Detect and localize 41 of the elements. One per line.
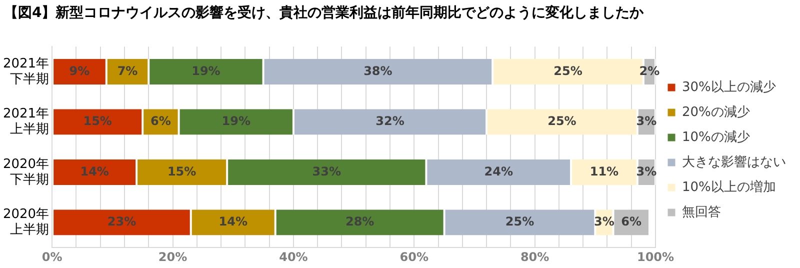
y-tick-label: 2021年上半期	[2, 106, 50, 138]
y-tick-label: 2020年上半期	[2, 207, 50, 238]
data-label: 6%	[621, 214, 642, 229]
y-tick-label: 2021年下半期	[2, 56, 50, 87]
data-label: 25%	[548, 114, 576, 128]
data-label: 9%	[69, 64, 90, 78]
data-label: 7%	[117, 64, 138, 78]
data-label: 19%	[222, 114, 250, 128]
legend-label: 10%以上の増加	[682, 178, 776, 195]
data-label: 11%	[590, 164, 619, 178]
x-tick-label: 40%	[279, 250, 308, 264]
legend-label: 大きな影響はない	[682, 154, 786, 170]
data-label: 15%	[83, 114, 112, 128]
data-label: 14%	[218, 214, 248, 229]
data-label: 38%	[364, 64, 392, 78]
data-label: 23%	[107, 214, 136, 229]
x-tick-label: 80%	[520, 250, 550, 264]
legend-label: 無回答	[682, 204, 721, 220]
x-tick-label: 20%	[158, 250, 188, 264]
data-label: 14%	[80, 164, 109, 178]
data-label: 33%	[312, 164, 342, 178]
data-label: 28%	[345, 214, 374, 229]
legend-label: 20%の減少	[682, 104, 750, 120]
data-label: 19%	[192, 64, 220, 78]
data-label: 32%	[376, 114, 404, 128]
legend-label: 30%以上の減少	[682, 80, 776, 95]
data-label: 24%	[484, 164, 513, 178]
data-label: 15%	[167, 164, 196, 178]
x-tick-label: 0%	[42, 250, 62, 264]
data-label: 3%	[636, 114, 657, 128]
y-tick-label: 2020年下半期	[2, 156, 50, 188]
data-label: 3%	[636, 164, 657, 178]
legend-label: 10%の減少	[682, 130, 750, 145]
x-tick-label: 60%	[400, 250, 428, 264]
data-label: 3%	[594, 214, 614, 229]
x-tick-label: 100%	[636, 250, 674, 264]
data-label: 25%	[505, 214, 534, 229]
data-label: 2%	[639, 64, 660, 78]
data-label: 25%	[554, 64, 582, 78]
chart-title: 【図4】新型コロナウイルスの影響を受け、貴社の営業利益は前年同期比でどのように変化しましたか	[4, 4, 644, 22]
data-label: 6%	[150, 114, 171, 128]
